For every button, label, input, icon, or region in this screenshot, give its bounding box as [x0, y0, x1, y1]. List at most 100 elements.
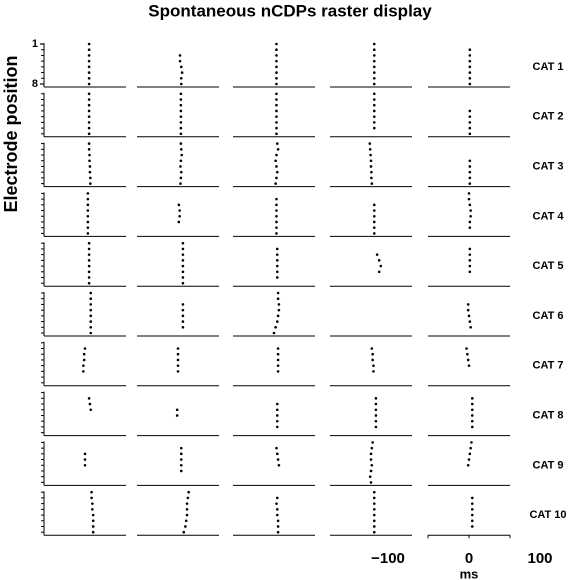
- spike-dot: [372, 76, 376, 80]
- spike-dot: [372, 220, 376, 224]
- spike-dot: [370, 446, 374, 450]
- y-tick-label: 1: [32, 38, 38, 50]
- spike-dot: [179, 452, 183, 456]
- spike-dot: [89, 303, 93, 306]
- spike-dot: [82, 352, 86, 356]
- spike-dot: [470, 425, 474, 429]
- spike-dot: [372, 232, 376, 235]
- spike-dot: [372, 126, 376, 130]
- spike-dot: [91, 513, 95, 517]
- spike-dot: [87, 109, 91, 113]
- spike-dot: [178, 54, 182, 57]
- spike-dot: [275, 170, 279, 174]
- spike-dot: [468, 170, 472, 174]
- spike-dot: [275, 270, 279, 274]
- spike-dot: [185, 508, 189, 511]
- spike-dot: [372, 121, 376, 124]
- spike-dot: [275, 126, 278, 130]
- spike-dot: [470, 408, 474, 412]
- spike-dot: [369, 469, 373, 473]
- spike-dot: [275, 59, 278, 63]
- row-label: CAT 6: [533, 310, 564, 322]
- spike-dot: [179, 92, 183, 96]
- spike-dot: [468, 82, 472, 86]
- spike-dot: [275, 508, 279, 511]
- row-label: CAT 1: [533, 61, 564, 73]
- spike-dot: [379, 264, 383, 268]
- spike-dot: [372, 82, 376, 86]
- spike-dot: [177, 203, 181, 207]
- spike-dot: [87, 42, 91, 46]
- spike-dot: [184, 519, 188, 523]
- row-label: CAT 7: [533, 360, 564, 372]
- spike-dot: [276, 364, 280, 367]
- spike-dot: [275, 253, 279, 256]
- spike-dot: [374, 397, 378, 400]
- spike-dot: [372, 496, 376, 500]
- spike-dot: [372, 109, 376, 113]
- spike-dot: [179, 132, 183, 136]
- spike-dot: [179, 115, 183, 118]
- spike-dot: [83, 458, 87, 461]
- spike-dot: [277, 463, 281, 467]
- spike-dot: [275, 153, 278, 157]
- spike-dot: [90, 496, 93, 500]
- spike-dot: [372, 530, 376, 534]
- spike-dot: [88, 170, 92, 174]
- spike-dot: [275, 419, 279, 423]
- spike-dot: [276, 291, 280, 295]
- spike-dot: [179, 458, 183, 461]
- spike-dot: [179, 182, 182, 185]
- spike-dot: [369, 165, 373, 168]
- spike-dot: [181, 276, 185, 279]
- spike-dot: [89, 291, 93, 295]
- spike-dot: [179, 446, 183, 450]
- spike-dot: [86, 232, 90, 235]
- spike-dot: [82, 370, 85, 373]
- spike-dot: [275, 65, 278, 69]
- spike-dot: [275, 48, 278, 52]
- spike-dot: [275, 103, 278, 107]
- spike-dot: [87, 132, 91, 136]
- spike-dot: [372, 65, 376, 69]
- spike-dot: [87, 259, 91, 262]
- spike-dot: [465, 347, 468, 350]
- spike-dot: [181, 281, 185, 285]
- spike-dot: [91, 525, 95, 528]
- spike-dot: [470, 513, 474, 517]
- spike-dot: [468, 182, 472, 185]
- spike-dot: [277, 308, 281, 312]
- spike-dot: [276, 314, 280, 318]
- spike-dot: [276, 458, 280, 461]
- spike-dot: [181, 320, 185, 323]
- spike-dot: [181, 247, 185, 251]
- spike-dot: [374, 402, 378, 406]
- spike-dot: [277, 303, 281, 306]
- spike-dot: [470, 414, 474, 417]
- spike-dot: [87, 142, 91, 145]
- spike-dot: [275, 42, 278, 46]
- spike-dot: [87, 115, 91, 118]
- spike-dot: [374, 425, 378, 429]
- row-label: CAT 3: [533, 161, 564, 173]
- spike-dot: [372, 508, 376, 511]
- spike-dot: [468, 121, 472, 124]
- spike-dot: [372, 103, 376, 107]
- spike-dot: [372, 203, 376, 207]
- spike-dot: [275, 220, 278, 224]
- spike-dot: [371, 441, 374, 444]
- spike-dot: [179, 176, 183, 180]
- spike-dot: [372, 525, 376, 528]
- spike-dot: [87, 71, 91, 74]
- spike-dot: [468, 76, 472, 80]
- spike-dot: [176, 364, 180, 367]
- spike-dot: [470, 419, 474, 423]
- spike-dot: [82, 364, 85, 367]
- spike-dot: [185, 502, 189, 505]
- spike-dot: [87, 54, 91, 57]
- spike-dot: [87, 247, 91, 251]
- spike-dot: [82, 358, 86, 362]
- spike-dot: [87, 92, 91, 96]
- spike-dot: [275, 132, 278, 136]
- spike-dot: [372, 59, 376, 63]
